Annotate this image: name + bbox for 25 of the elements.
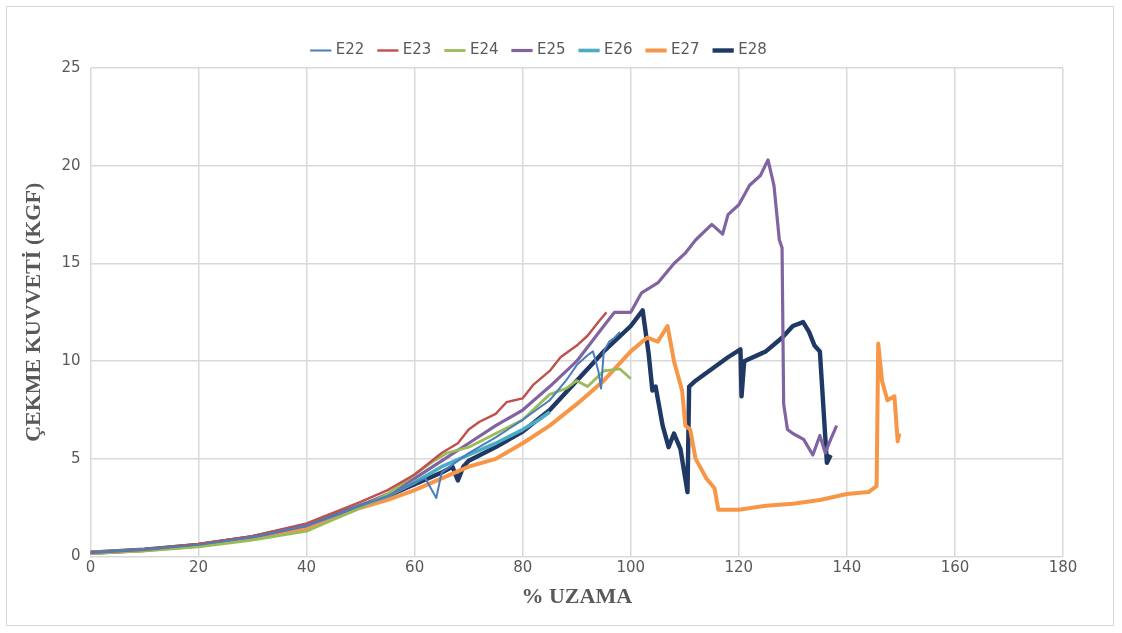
x-tick-label: 20 [189, 558, 209, 577]
y-axis-title: ÇEKME KUVVETİ (KGF) [19, 182, 45, 442]
x-tick-label: 180 [1048, 558, 1078, 577]
x-tick-label: 120 [724, 558, 754, 577]
y-tick-label: 10 [61, 351, 81, 370]
y-tick-label: 25 [61, 57, 81, 76]
legend-label: E28 [738, 40, 767, 59]
x-tick-label: 160 [940, 558, 970, 577]
x-tick-label: 140 [832, 558, 862, 577]
y-tick-label: 20 [61, 155, 81, 174]
legend-label: E27 [671, 40, 700, 59]
legend-label: E26 [604, 40, 633, 59]
legend-label: E25 [536, 40, 566, 59]
y-tick-label: 5 [70, 448, 81, 467]
x-tick-label: 80 [513, 558, 533, 577]
x-tick-label: 0 [85, 558, 96, 577]
x-tick-label: 60 [405, 558, 425, 577]
y-tick-label: 0 [70, 546, 81, 565]
x-axis-title: % UZAMA [521, 583, 633, 609]
legend-label: E22 [335, 40, 365, 59]
x-tick-label: 100 [616, 558, 646, 577]
y-tick-label: 15 [61, 253, 81, 272]
legend-label: E23 [402, 40, 432, 59]
legend-label: E24 [469, 40, 499, 59]
x-tick-label: 40 [297, 558, 317, 577]
